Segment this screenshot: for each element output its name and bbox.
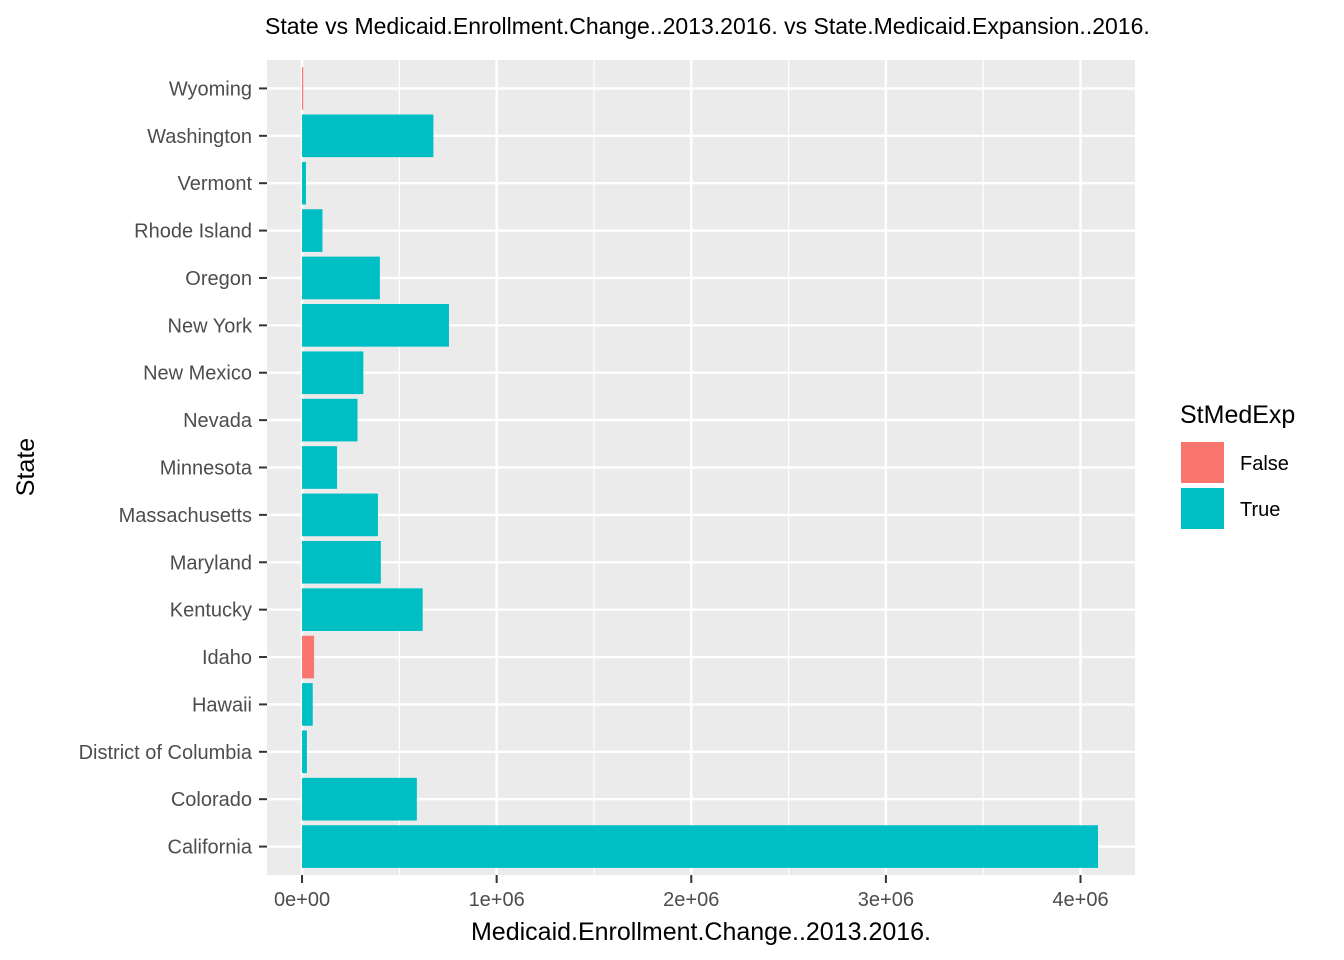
y-tick-label: Nevada bbox=[183, 410, 253, 432]
legend-key-true bbox=[1181, 488, 1224, 529]
x-tick-label: 0e+00 bbox=[274, 889, 330, 911]
y-tick-label: Wyoming bbox=[169, 78, 252, 100]
bar-massachusetts bbox=[302, 493, 378, 537]
bar-vermont bbox=[302, 161, 306, 205]
bar-new-mexico bbox=[302, 351, 364, 395]
bars bbox=[302, 67, 1099, 868]
y-tick-label: Rhode Island bbox=[134, 221, 252, 243]
y-tick-label: Colorado bbox=[171, 789, 252, 811]
bar-nevada bbox=[302, 398, 358, 442]
grid-lines bbox=[267, 60, 1135, 875]
x-axis-title: Medicaid.Enrollment.Change..2013.2016. bbox=[471, 918, 931, 946]
y-axis-title: State bbox=[12, 438, 40, 496]
bar-rhode-island bbox=[302, 209, 323, 252]
bar-minnesota bbox=[302, 446, 338, 489]
y-tick-label: Hawaii bbox=[192, 694, 252, 716]
y-axis: California Colorado District of Columbia Ha… bbox=[79, 78, 267, 859]
y-tick-label: Washington bbox=[147, 126, 252, 148]
y-tick-label: California bbox=[168, 837, 253, 859]
chart-title: State vs Medicaid.Enrollment.Change..201… bbox=[265, 13, 1150, 39]
bar-oregon bbox=[302, 256, 380, 300]
y-tick-label: Maryland bbox=[170, 552, 252, 574]
y-tick-label: New York bbox=[168, 315, 253, 337]
bar-washington bbox=[302, 114, 434, 158]
legend: StMedExp False True bbox=[1180, 401, 1295, 529]
legend-title: StMedExp bbox=[1180, 401, 1295, 429]
bar-district-of-columbia bbox=[302, 730, 307, 774]
bar-kentucky bbox=[302, 588, 423, 631]
bar-new-york bbox=[302, 304, 449, 347]
y-tick-label: Idaho bbox=[202, 647, 252, 669]
bar-wyoming bbox=[302, 67, 304, 110]
x-tick-label: 1e+06 bbox=[469, 889, 525, 911]
y-tick-label: Minnesota bbox=[160, 458, 253, 480]
bar-colorado bbox=[302, 777, 417, 821]
x-tick-label: 4e+06 bbox=[1052, 889, 1108, 911]
x-axis: 0e+00 1e+06 2e+06 3e+06 4e+06 bbox=[274, 875, 1109, 911]
bar-maryland bbox=[302, 540, 381, 584]
bar-california bbox=[302, 825, 1099, 868]
bar-idaho bbox=[302, 635, 315, 679]
y-tick-label: Kentucky bbox=[170, 600, 252, 622]
y-tick-label: Vermont bbox=[178, 173, 253, 195]
x-tick-label: 2e+06 bbox=[663, 889, 719, 911]
y-tick-label: District of Columbia bbox=[79, 742, 253, 764]
y-tick-label: New Mexico bbox=[143, 363, 252, 385]
y-tick-label: Massachusetts bbox=[119, 505, 252, 527]
x-tick-label: 3e+06 bbox=[858, 889, 914, 911]
y-tick-label: Oregon bbox=[185, 268, 252, 290]
legend-label-false: False bbox=[1240, 453, 1289, 475]
legend-label-true: True bbox=[1240, 499, 1280, 521]
legend-key-false bbox=[1181, 442, 1224, 483]
bar-hawaii bbox=[302, 683, 313, 726]
